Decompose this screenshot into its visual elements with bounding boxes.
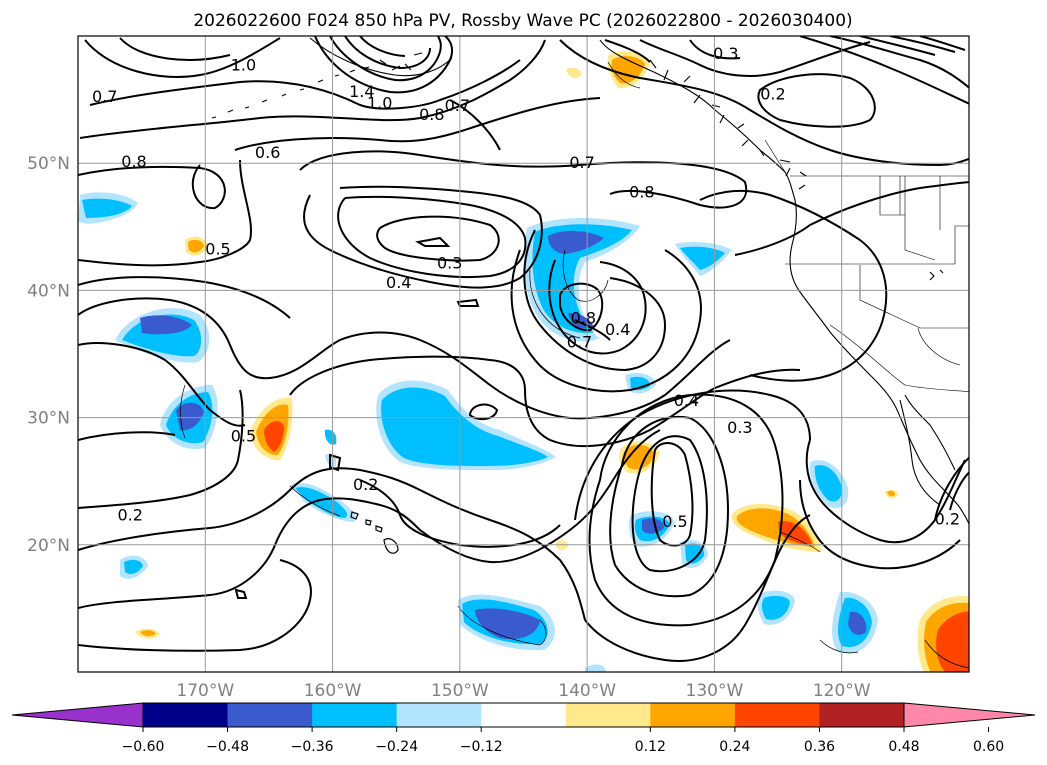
map-background <box>78 36 969 672</box>
contour-label: 0.8 <box>419 105 444 124</box>
contour-label: 0.8 <box>629 182 654 201</box>
colorbar-outline <box>142 702 905 728</box>
hawaii-islands <box>350 511 399 554</box>
colorbar-bin <box>143 703 229 727</box>
colorbar-tick-label: 0.24 <box>719 739 750 755</box>
contour-label: 0.7 <box>445 96 470 115</box>
contour-label: 0.3 <box>437 254 462 273</box>
contour-label: 1.0 <box>231 55 256 74</box>
contour-label: 0.4 <box>605 320 630 339</box>
lon-tick-label: 120°W <box>813 681 871 701</box>
contour-label: 0.3 <box>727 418 752 437</box>
colorbar-bin <box>565 703 651 727</box>
lon-tick-label: 140°W <box>558 681 616 701</box>
contour-label: 0.2 <box>353 475 378 494</box>
colorbar-bin <box>227 703 313 727</box>
colorbar-tick-label: −0.12 <box>460 739 503 755</box>
colorbar-bin <box>819 703 905 727</box>
colorbar-tick-label: −0.24 <box>375 739 418 755</box>
pv-contours <box>78 36 969 662</box>
map-frame <box>77 35 970 673</box>
contour-label: 0.8 <box>121 152 146 171</box>
colorbar-tick-label: −0.60 <box>122 739 165 755</box>
colorbar-tick-label: −0.36 <box>291 739 334 755</box>
contour-label: 0.5 <box>662 512 687 531</box>
political-borders <box>764 139 969 392</box>
colorbar-tick-label: 0.36 <box>804 739 835 755</box>
contour-label: 0.6 <box>255 143 280 162</box>
lat-tick-label: 50°N <box>27 154 70 174</box>
lat-tick-labels: 50°N 40°N 30°N 20°N <box>27 154 70 556</box>
map-layers: 1.01.41.00.8 0.70.70.8 0.60.70.80.30.20.50… <box>78 36 969 672</box>
contour-label: 0.5 <box>231 427 256 446</box>
colorbar-extend-low <box>11 702 144 728</box>
lat-tick-label: 30°N <box>27 409 70 429</box>
lon-tick-label: 160°W <box>304 681 362 701</box>
colorbar-tick-label: 0.48 <box>888 739 919 755</box>
gridlines <box>78 36 969 672</box>
contour-label: 0.4 <box>674 391 699 410</box>
colorbar-extend-high <box>903 702 1036 728</box>
colorbar-bin <box>312 703 398 727</box>
colorbar-tick-label: −0.48 <box>206 739 249 755</box>
lat-tick-label: 40°N <box>27 281 70 301</box>
anomaly-outlines <box>180 61 969 669</box>
contour-label: 0.8 <box>571 308 596 327</box>
contour-label: 0.5 <box>205 240 230 259</box>
lon-tick-labels: 170°W 160°W 150°W 140°W 130°W 120°W <box>176 681 870 701</box>
contour-label: 0.3 <box>713 44 738 63</box>
colorbar-bin <box>650 703 736 727</box>
contour-label: 0.7 <box>569 153 594 172</box>
colorbar-bin <box>481 703 567 727</box>
lat-tick-label: 20°N <box>27 536 70 556</box>
colorbar-tick-label: 0.12 <box>635 739 666 755</box>
contour-label: 0.2 <box>117 506 142 525</box>
contour-labels: 1.01.41.00.8 0.70.70.8 0.60.70.80.30.20.50… <box>92 44 960 531</box>
lon-tick-label: 130°W <box>686 681 744 701</box>
contour-label: 0.7 <box>92 87 117 106</box>
contour-label: 1.4 <box>349 82 374 101</box>
colorbar: −0.60 −0.48 −0.36 −0.24 −0.12 0.12 0.24 0.36 0.4… <box>11 702 1036 755</box>
lon-tick-label: 170°W <box>176 681 234 701</box>
contour-label: 0.2 <box>935 509 960 528</box>
colorbar-bin <box>734 703 820 727</box>
figure-title: 2026022600 F024 850 hPa PV, Rossby Wave … <box>193 11 852 31</box>
lon-tick-label: 150°W <box>431 681 489 701</box>
colorbar-bin <box>396 703 482 727</box>
contour-label: 0.7 <box>567 333 592 352</box>
colorbar-tick-label: 0.60 <box>973 739 1004 755</box>
contour-label: 0.2 <box>760 85 785 104</box>
contour-label: 1.0 <box>367 93 392 112</box>
contour-label: 0.4 <box>386 273 411 292</box>
